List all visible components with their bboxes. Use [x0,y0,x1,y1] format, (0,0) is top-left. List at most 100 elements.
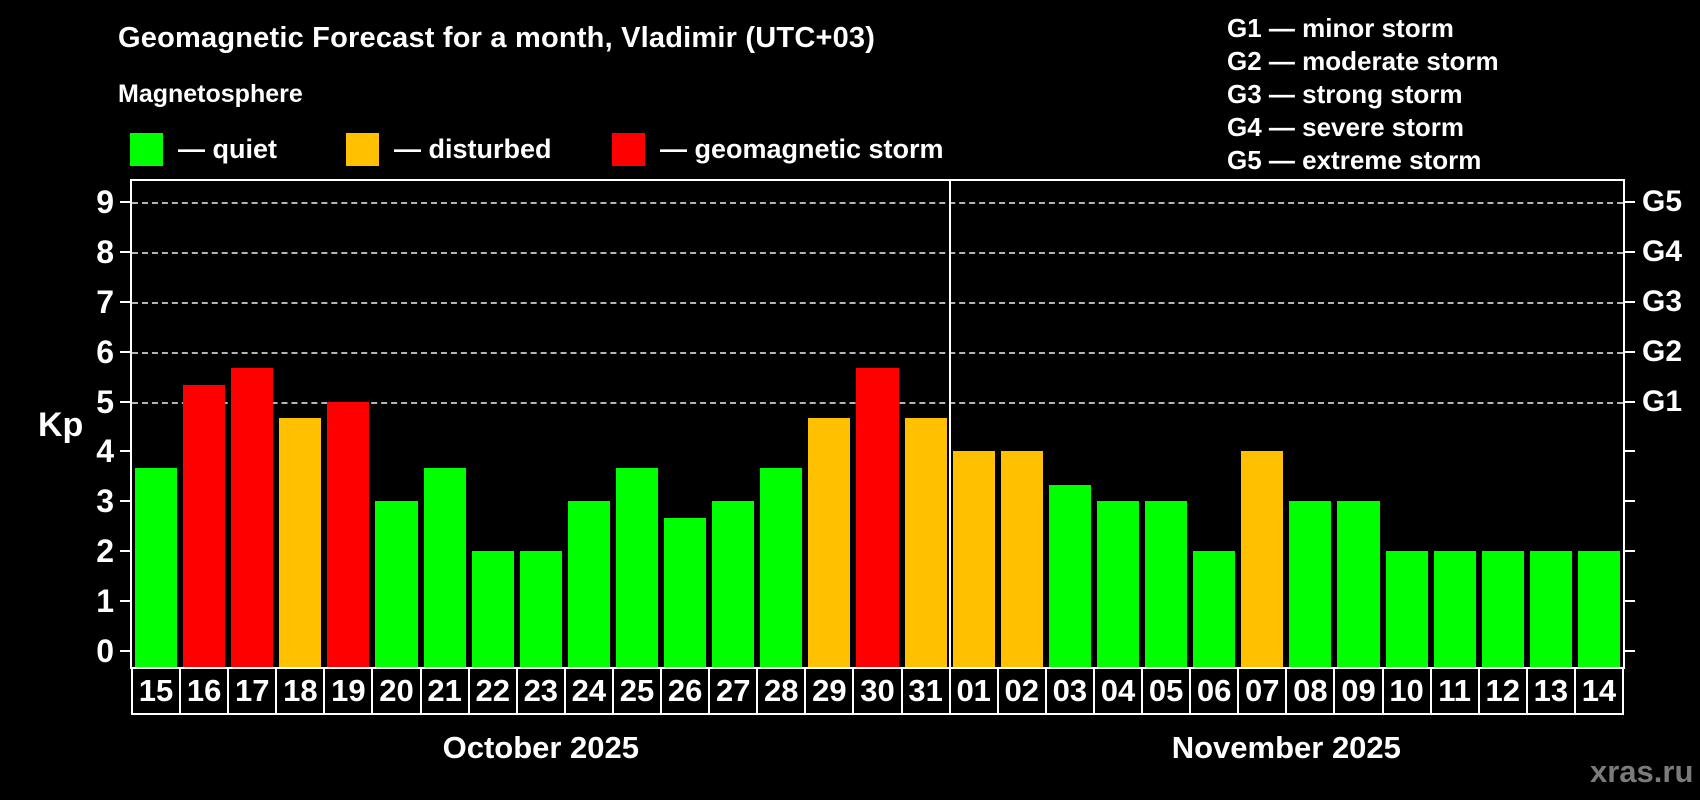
kp-bar-nov-03 [1048,484,1091,667]
kp-bar-oct-31 [904,417,947,667]
g-axis-label-g3: G3 [1642,284,1683,318]
date-label-oct-19: 19 [323,667,374,715]
kp-tick-label-8: 8 [96,233,114,270]
kp-bar-oct-21 [423,467,466,667]
storm-swatch-icon [612,132,645,166]
kp-bar-nov-04 [1096,501,1140,667]
kp-tick-label-4: 4 [96,433,114,470]
date-label-nov-04: 04 [1092,667,1144,715]
date-label-nov-01: 01 [948,667,999,715]
right-tick-kp3 [1625,500,1635,503]
date-label-nov-12: 12 [1477,667,1528,715]
kp-bar-oct-27 [712,501,755,667]
date-label-nov-07: 07 [1237,667,1288,715]
kp-bar-nov-13 [1529,551,1572,667]
kp-bar-nov-01 [952,451,995,667]
date-label-nov-13: 13 [1525,667,1576,715]
right-tick-kp6 [1625,350,1635,353]
month-separator [948,181,951,667]
right-tick-kp7 [1625,300,1635,303]
date-label-oct-17: 17 [227,667,278,715]
left-tick-kp3 [120,500,130,503]
month-label-nov: November 2025 [1171,730,1401,765]
kp-bar-nov-02 [1000,451,1043,667]
g-axis-label-g2: G2 [1642,334,1683,368]
magnetosphere-subtitle: Magnetosphere [118,80,303,108]
date-label-oct-22: 22 [467,667,518,715]
g-scale-legend: G1 — minor storm G2 — moderate storm G3 … [1227,12,1499,177]
legend-label-disturbed: — disturbed [394,133,552,164]
date-label-nov-05: 05 [1141,667,1192,715]
plot-area [130,179,1625,669]
legend-item-quiet: — quiet [130,132,277,166]
left-tick-kp9 [120,200,130,203]
date-label-nov-08: 08 [1285,667,1336,715]
right-tick-kp1 [1625,600,1635,603]
kp-bar-oct-19 [327,401,370,667]
date-label-nov-11: 11 [1429,667,1480,715]
gridline-kp8 [132,251,1623,254]
left-tick-kp6 [120,350,130,353]
date-label-nov-06: 06 [1189,667,1240,715]
legend-item-disturbed: — disturbed [346,132,552,166]
kp-bar-nov-14 [1577,551,1620,667]
kp-bar-oct-15 [135,467,178,667]
g-legend-line-g2: G2 — moderate storm [1227,46,1499,76]
date-label-oct-26: 26 [660,667,711,715]
gridline-kp9 [132,201,1623,204]
kp-bar-nov-05 [1145,501,1188,667]
kp-tick-label-6: 6 [96,333,114,370]
date-label-oct-30: 30 [852,667,903,715]
date-label-oct-16: 16 [179,667,230,715]
kp-tick-label-9: 9 [96,183,114,220]
date-label-nov-09: 09 [1333,667,1384,715]
disturbed-swatch-icon [346,132,379,166]
right-tick-kp5 [1625,400,1635,403]
kp-bar-oct-26 [664,517,707,667]
left-tick-kp2 [120,550,130,553]
legend-item-storm: — geomagnetic storm [612,132,944,166]
kp-axis-title: Kp [38,406,84,444]
date-label-oct-20: 20 [371,667,422,715]
kp-bar-nov-11 [1433,551,1476,667]
kp-bar-nov-06 [1193,551,1236,667]
left-tick-kp1 [120,600,130,603]
date-label-oct-29: 29 [804,667,855,715]
right-tick-kp9 [1625,200,1635,203]
kp-bar-oct-25 [615,467,659,667]
date-label-oct-27: 27 [708,667,759,715]
kp-bar-oct-20 [375,501,418,667]
date-label-oct-31: 31 [900,667,951,715]
legend-label-storm: — geomagnetic storm [660,133,944,164]
g-legend-line-g1: G1 — minor storm [1227,13,1454,43]
kp-tick-label-7: 7 [96,283,114,320]
kp-bar-oct-17 [231,368,274,667]
date-label-oct-24: 24 [563,667,614,715]
kp-bar-oct-28 [760,467,803,667]
kp-bar-nov-08 [1289,501,1332,667]
right-tick-kp4 [1625,450,1635,453]
left-tick-kp0 [120,650,130,652]
g-legend-line-g3: G3 — strong storm [1227,79,1463,109]
date-label-oct-23: 23 [515,667,566,715]
kp-bar-oct-30 [856,368,899,667]
kp-tick-label-0: 0 [96,633,114,669]
left-tick-kp8 [120,250,130,253]
kp-tick-label-2: 2 [96,533,114,570]
date-label-nov-02: 02 [996,667,1047,715]
date-label-oct-28: 28 [756,667,807,715]
g-axis-label-g4: G4 [1642,234,1683,268]
g-legend-line-g5: G5 — extreme storm [1227,145,1482,175]
g-legend-line-g4: G4 — severe storm [1227,112,1465,142]
date-label-nov-14: 14 [1573,667,1624,715]
kp-bar-nov-07 [1241,451,1284,667]
kp-tick-label-5: 5 [96,383,114,420]
date-label-nov-10: 10 [1381,667,1432,715]
left-tick-kp4 [120,450,130,453]
date-label-oct-25: 25 [611,667,663,715]
left-tick-kp5 [120,400,130,403]
right-tick-kp2 [1625,550,1635,553]
page-title: Geomagnetic Forecast for a month, Vladim… [118,22,876,54]
date-label-oct-18: 18 [275,667,326,715]
